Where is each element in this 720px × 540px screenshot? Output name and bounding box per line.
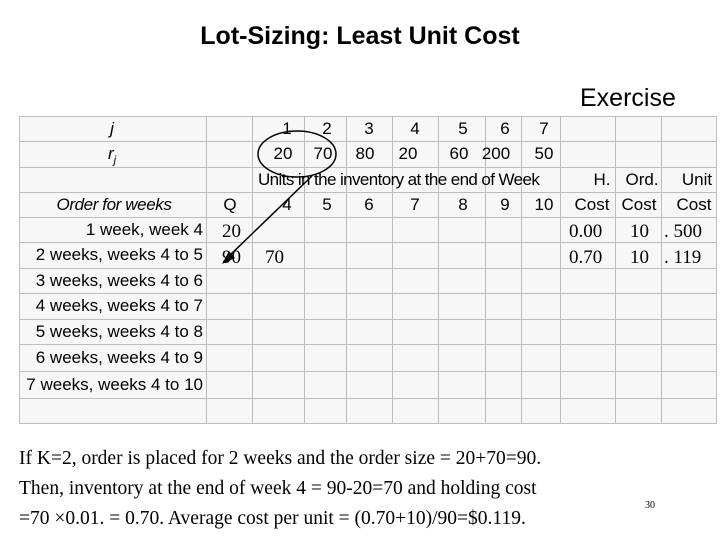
unit-cost-value-row2: . 119 [664,247,702,268]
end-week-cell: 9 [500,195,510,214]
week-j-cell: 4 [410,119,420,138]
order-for-weeks-label: Order for weeks [56,195,172,214]
h-cost-value-row2: 0.70 [569,247,603,268]
end-week-cell: 8 [458,195,468,214]
end-week-cell: 7 [410,195,420,214]
order-option-label: 1 week, week 4 [85,220,203,239]
slide-title: Lot-Sizing: Least Unit Cost [200,22,520,50]
week-j-cell: 7 [539,119,549,138]
ord-cost-value-row2: 10 [630,247,649,268]
q-header: Q [223,195,237,214]
page-number: 30 [645,500,655,511]
order-option-label: 7 weeks, weeks 4 to 10 [26,375,203,394]
lot-sizing-table: j 1 2 3 4 5 6 7 rj 20 70 80 20 60 200 50… [19,116,717,426]
ord-cost-value-row1: 10 [630,221,649,242]
order-option-label: 6 weeks, weeks 4 to 9 [35,348,203,367]
unit-cost-value-row1: . 500 [664,221,702,242]
end-week-cell: 6 [364,195,374,214]
order-option-label: 5 weeks, weeks 4 to 8 [35,322,203,341]
exercise-label: Exercise [580,84,676,112]
end-week-cell: 5 [322,195,332,214]
requirement-cell: 70 [313,144,333,163]
footnote-line-2: Then, inventory at the end of week 4 = 9… [19,478,537,499]
q-value-row1: 20 [222,221,241,242]
annotation-arrow-head [222,251,235,264]
week-j-cell: 1 [282,119,292,138]
requirement-cell: 200 [481,144,511,163]
ord-cost-header-top: Ord. [625,170,659,189]
end-week-cell: 4 [282,195,292,214]
week-j-cell: 2 [322,119,332,138]
order-option-label: 4 weeks, weeks 4 to 7 [35,296,203,315]
week-j-cell: 3 [364,119,374,138]
unit-cost-header-top: Unit [681,170,713,189]
week-j-cell: 5 [458,119,468,138]
annotation-arrow-line [226,175,313,259]
unit-cost-header-bottom: Cost [676,195,712,214]
inventory-header: Units in the inventory at the end of Wee… [258,170,540,189]
h-cost-header-top: H. [593,170,611,189]
highlight-ellipse [257,130,337,178]
week-j-cell: 6 [500,119,510,138]
requirement-cell: 50 [534,144,554,163]
h-cost-value-row1: 0.00 [569,221,603,242]
inventory-value-row2: 70 [265,247,284,268]
ord-cost-header-bottom: Cost [621,195,657,214]
end-week-cell: 10 [534,195,554,214]
row-j-label: j [110,119,114,138]
requirement-cell: 80 [355,144,375,163]
footnote-line-1: If K=2, order is placed for 2 weeks and … [19,448,542,469]
requirement-cell: 20 [398,144,418,163]
requirement-cell: 20 [273,144,293,163]
row-r-label: rj [107,144,117,167]
footnote-line-3: =70 ×0.01. = 0.70. Average cost per unit… [19,508,526,529]
order-option-label: 2 weeks, weeks 4 to 5 [35,245,203,264]
requirement-cell: 60 [449,144,469,163]
order-option-label: 3 weeks, weeks 4 to 6 [35,271,203,290]
h-cost-header-bottom: Cost [574,195,610,214]
